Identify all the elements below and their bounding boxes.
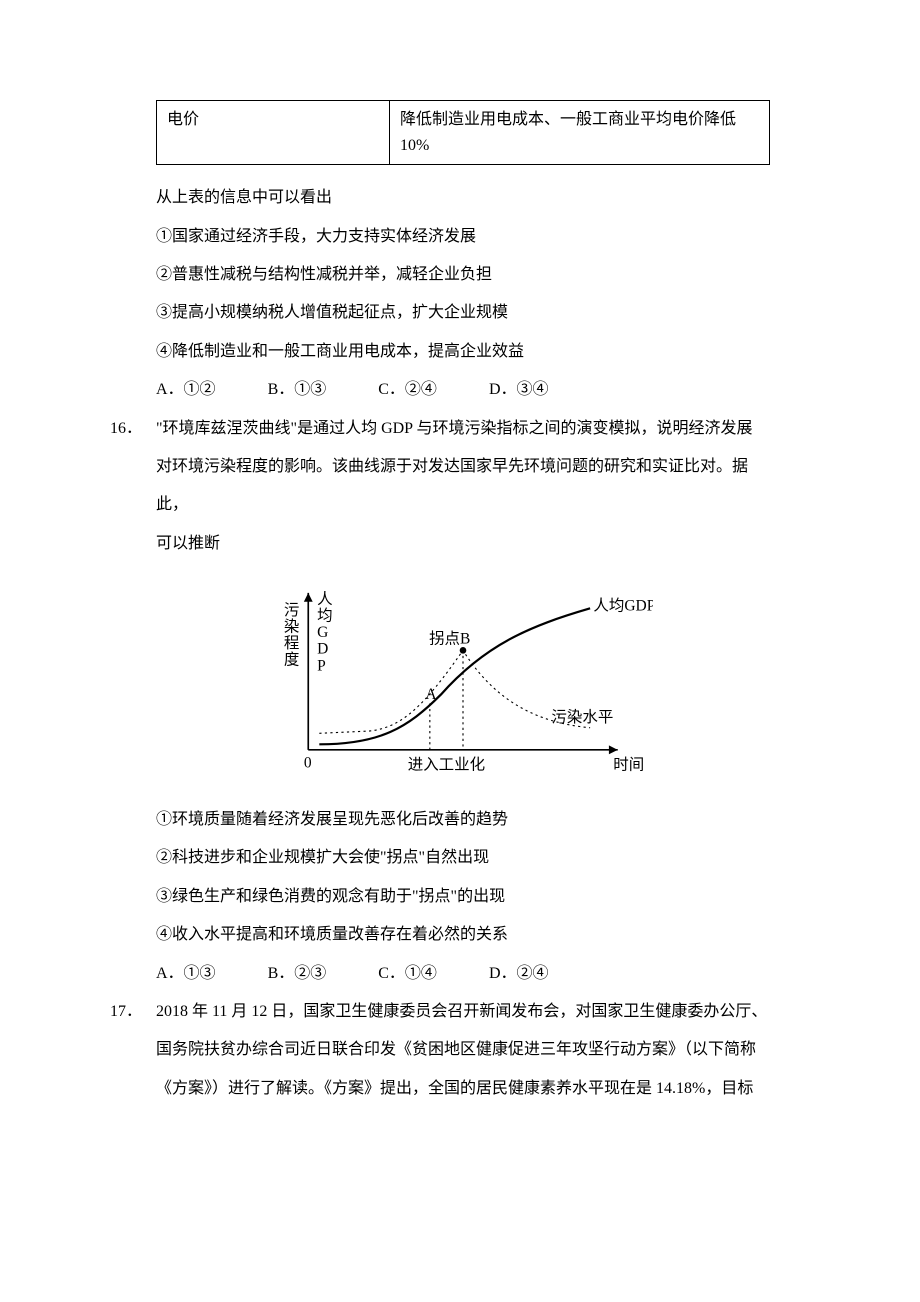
price-table: 电价 降低制造业用电成本、一般工商业平均电价降低 10% [156,100,770,165]
q17-body: 2018 年 11 月 12 日，国家卫生健康委员会召开新闻发布会，对国家卫生健… [156,993,770,1108]
q17-stem-line1: 2018 年 11 月 12 日，国家卫生健康委员会召开新闻发布会，对国家卫生健… [156,993,770,1031]
q15-stmt-1: ①国家通过经济手段，大力支持实体经济发展 [156,218,770,256]
point-a-label: A [425,686,437,703]
exam-page: 电价 降低制造业用电成本、一般工商业平均电价降低 10% 从上表的信息中可以看出… [0,0,920,1302]
q17-stem-line3: 《方案》）进行了解读。《方案》提出，全国的居民健康素养水平现在是 14.18%，… [156,1070,770,1108]
q16-option-c[interactable]: C．①④ [378,955,437,993]
q15-option-c[interactable]: C．②④ [378,371,437,409]
q16-option-d[interactable]: D．②④ [489,955,549,993]
kuznets-svg: 污染程度 人均GDP 拐点B 人均GDP 污染水平 进入工业化 时间 0 A [273,573,653,783]
q15-stmt-4: ④降低制造业和一般工商业用电成本，提高企业效益 [156,333,770,371]
arrow-x [609,746,618,755]
q15-stmt-2: ②普惠性减税与结构性减税并举，减轻企业负担 [156,256,770,294]
pollution-curve [319,650,590,733]
q17-block: 17． 2018 年 11 月 12 日，国家卫生健康委员会召开新闻发布会，对国… [110,993,770,1108]
q15-option-a[interactable]: A．①② [156,371,216,409]
q16-stem-line1: "环境库兹涅茨曲线"是通过人均 GDP 与环境污染指标之间的演变模拟，说明经济发… [156,410,770,448]
q15-option-b[interactable]: B．①③ [268,371,327,409]
q16-stmt-3: ③绿色生产和绿色消费的观念有助于"拐点"的出现 [156,878,770,916]
q15-intro: 从上表的信息中可以看出 [156,179,770,217]
q16-option-a[interactable]: A．①③ [156,955,216,993]
x-label-time: 时间 [613,756,644,774]
q16-block: 16． "环境库兹涅茨曲线"是通过人均 GDP 与环境污染指标之间的演变模拟，说… [110,410,770,994]
q16-body: "环境库兹涅茨曲线"是通过人均 GDP 与环境污染指标之间的演变模拟，说明经济发… [156,410,770,994]
q15-stmt-3: ③提高小规模纳税人增值税起征点，扩大企业规模 [156,294,770,332]
x-label-industrial: 进入工业化 [408,756,485,774]
q15-options: A．①② B．①③ C．②④ D．③④ [156,371,770,409]
q15-tail-block: 电价 降低制造业用电成本、一般工商业平均电价降低 10% 从上表的信息中可以看出… [110,100,770,410]
cell-left: 电价 [157,101,390,165]
q16-number: 16． [110,410,156,994]
y-label-gdp: 人均GDP [317,590,332,674]
kuznets-chart: 污染程度 人均GDP 拐点B 人均GDP 污染水平 进入工业化 时间 0 A [156,573,770,783]
arrow-y [304,593,313,602]
q16-stmt-4: ④收入水平提高和环境质量改善存在着必然的关系 [156,916,770,954]
inflection-dot [460,647,467,654]
inflection-label: 拐点B [429,630,470,648]
q16-options: A．①③ B．②③ C．①④ D．②④ [156,955,770,993]
gdp-curve [319,608,590,744]
q16-stmt-1: ①环境质量随着经济发展呈现先恶化后改善的趋势 [156,801,770,839]
table-row: 电价 降低制造业用电成本、一般工商业平均电价降低 10% [157,101,770,165]
cell-right: 降低制造业用电成本、一般工商业平均电价降低 10% [389,101,769,165]
pollution-curve-label: 污染水平 [551,708,613,726]
q17-number: 17． [110,993,156,1108]
q16-stem-line3: 可以推断 [156,525,770,563]
q16-option-b[interactable]: B．②③ [268,955,327,993]
q16-stmt-2: ②科技进步和企业规模扩大会使"拐点"自然出现 [156,839,770,877]
q15-option-d[interactable]: D．③④ [489,371,549,409]
gdp-curve-label: 人均GDP [593,597,653,615]
origin-label: 0 [304,755,312,772]
q16-stem-line2: 对环境污染程度的影响。该曲线源于对发达国家早先环境问题的研究和实证比对。据此， [156,448,770,525]
y-label-pollution: 污染程度 [284,601,299,669]
q17-stem-line2: 国务院扶贫办综合司近日联合印发《贫困地区健康促进三年攻坚行动方案》（以下简称 [156,1031,770,1069]
